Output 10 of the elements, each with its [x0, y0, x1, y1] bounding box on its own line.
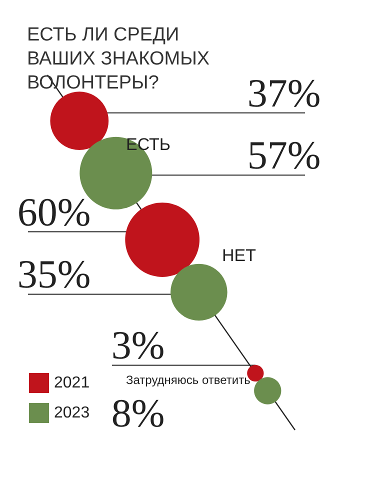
- legend-label: 2023: [54, 404, 90, 422]
- data-label: 57%: [247, 132, 321, 178]
- category-label: НЕТ: [222, 246, 256, 265]
- data-label: 35%: [17, 252, 91, 297]
- data-label: 8%: [111, 390, 165, 436]
- data-label: 37%: [247, 70, 321, 116]
- data-label: 3%: [111, 322, 165, 368]
- legend-label: 2021: [54, 374, 90, 392]
- data-label: 60%: [17, 189, 91, 234]
- category-label: Затрудняюсь ответить: [126, 373, 250, 387]
